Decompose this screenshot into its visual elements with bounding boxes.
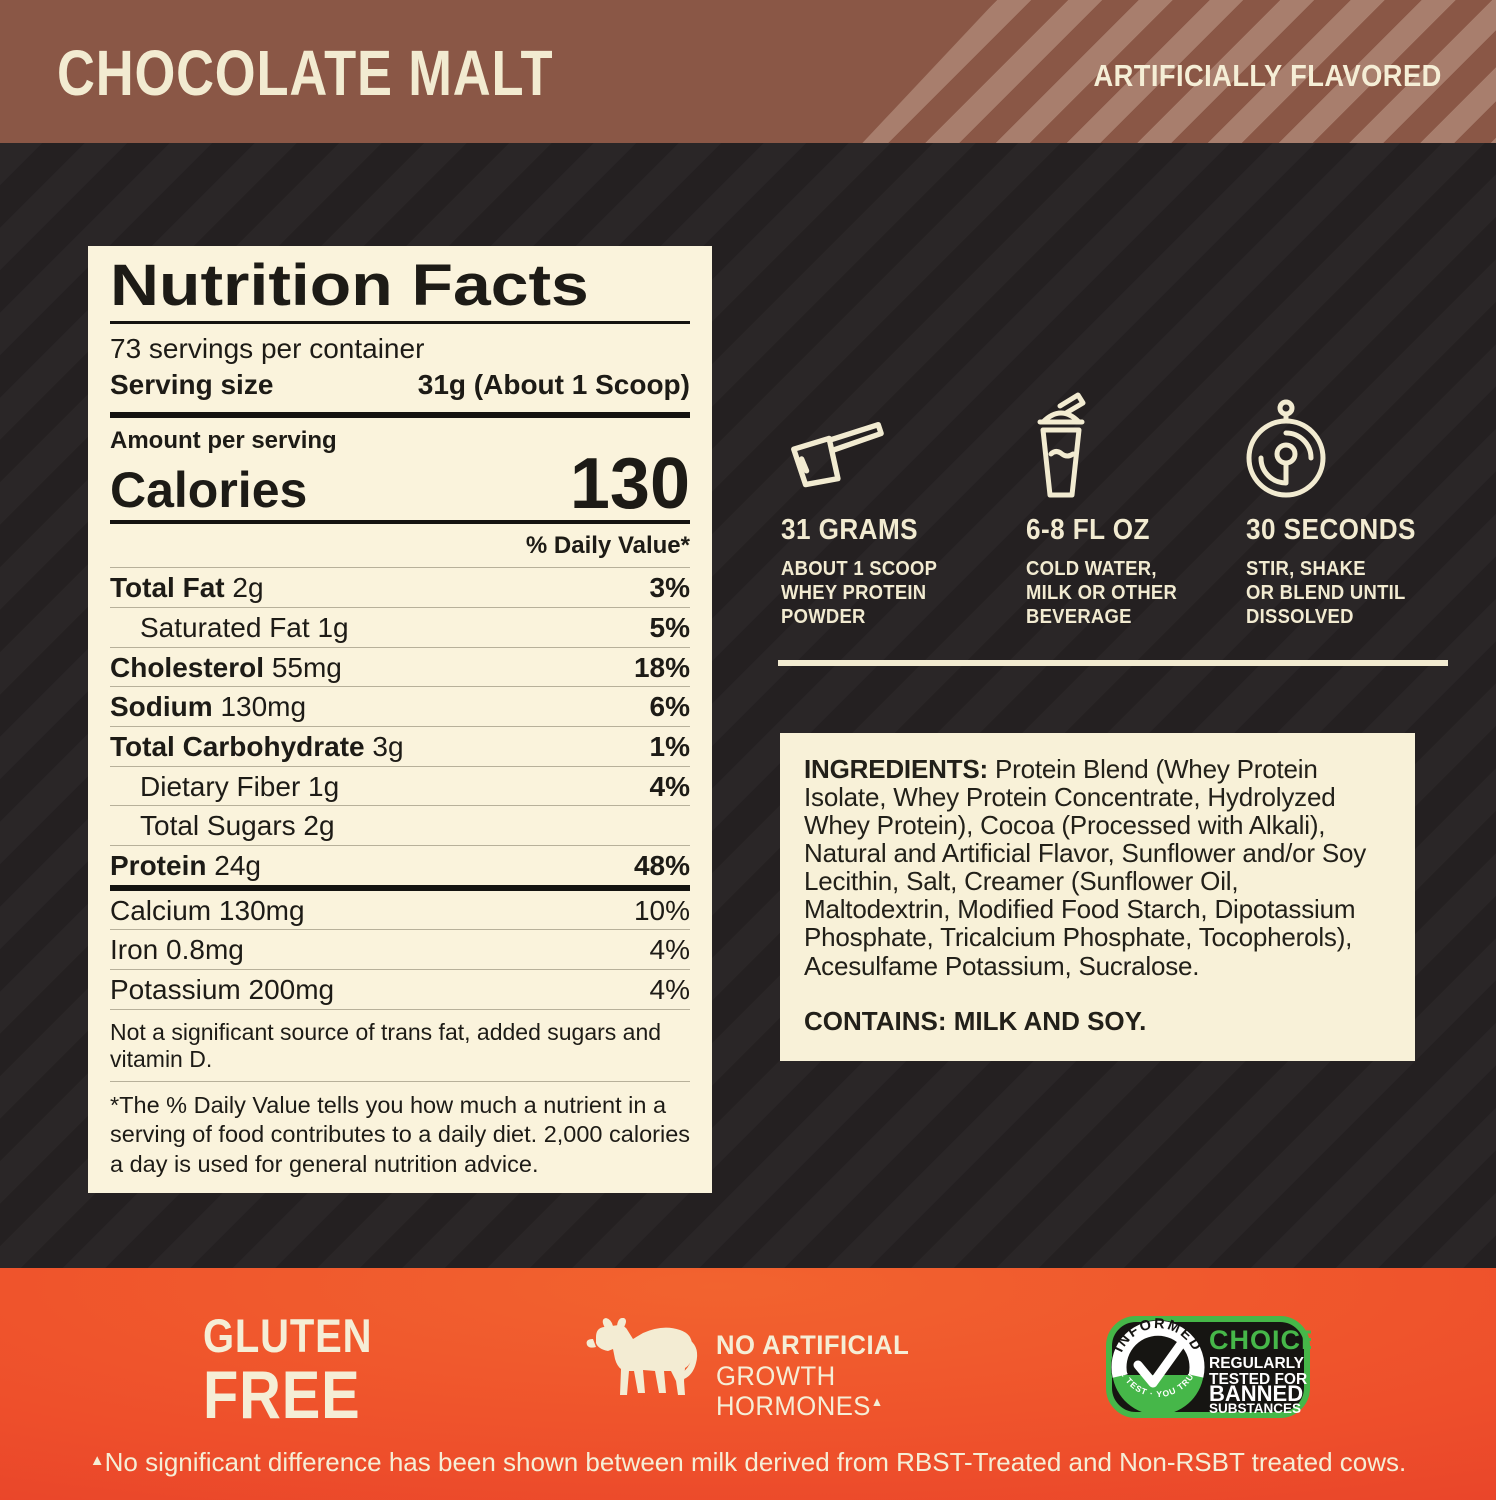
- nutrient-amount: 24g: [214, 849, 261, 881]
- ingredients-label: INGREDIENTS:: [804, 754, 988, 784]
- flavor-banner: CHOCOLATE MALT ARTIFICIALLY FLAVORED: [0, 0, 1496, 143]
- divider-bar: [110, 412, 690, 419]
- no-hormones-claim: NO ARTIFICIAL GROWTH HORMONES▲: [716, 1330, 909, 1422]
- scoop-icon: [781, 388, 1016, 500]
- nutrient-amount: 55mg: [271, 651, 342, 683]
- nutrient-amount: 0.8mg: [166, 934, 244, 966]
- ingredients-text: Protein Blend (Whey Protein Isolate, Whe…: [804, 754, 1367, 981]
- separator-line: [778, 660, 1448, 666]
- nutrient-row: Cholesterol 55mg 18%: [110, 648, 690, 688]
- nutrient-daily-value: 6%: [649, 691, 690, 723]
- direction-title: 31 GRAMS: [781, 514, 919, 546]
- nutrient-name: Potassium: [110, 973, 241, 1005]
- badge-line3: BANNED: [1209, 1381, 1303, 1406]
- nutrient-row: Total Fat 2g 3%: [110, 568, 690, 608]
- nutrient-rows: Total Fat 2g 3% Saturated Fat 1g 5% Chol…: [110, 568, 690, 1010]
- claims-band: GLUTEN FREE NO ARTIFICIAL GROWTH HORMONE…: [0, 1268, 1496, 1500]
- serving-size-row: Serving size 31g (About 1 Scoop): [110, 365, 690, 412]
- direction-scoop: 31 GRAMS ABOUT 1 SCOOP WHEY PROTEIN POWD…: [781, 388, 1016, 629]
- nutrient-amount: 2g: [232, 572, 264, 604]
- calories-row: Calories 130: [110, 444, 690, 525]
- badge-line2: TESTED FOR: [1209, 1371, 1307, 1388]
- divider-bar: [110, 520, 690, 525]
- informed-choice-badge: INFORMED WE TEST · YOU TRUST CHOICE REGU…: [1105, 1315, 1319, 1424]
- nutrient-daily-value: 4%: [649, 770, 690, 802]
- nutrient-row: Iron 0.8mg 4%: [110, 930, 690, 970]
- badge-line1: REGULARLY: [1209, 1355, 1305, 1372]
- label-body: Nutrition Facts 73 servings per containe…: [0, 143, 1496, 1268]
- choice-text: CHOICE: [1209, 1325, 1311, 1355]
- calories-label: Calories: [110, 461, 308, 518]
- nutrient-row: Total Sugars 2g: [110, 806, 690, 846]
- nutrient-daily-value: 48%: [633, 849, 690, 881]
- shaker-icon: [1026, 388, 1261, 500]
- direction-title: 6-8 FL OZ: [1026, 514, 1150, 546]
- nutrition-note: Not a significant source of trans fat, a…: [110, 1010, 690, 1082]
- direction-shaker: 6-8 FL OZ COLD WATER, MILK OR OTHER BEVE…: [1026, 388, 1261, 629]
- daily-value-footnote: *The % Daily Value tells you how much a …: [110, 1091, 691, 1177]
- nutrient-amount: 2g: [303, 810, 335, 842]
- nutrient-name: Dietary Fiber: [140, 770, 301, 802]
- gluten-free-line2: FREE: [203, 1357, 361, 1433]
- nutrient-daily-value: 18%: [633, 651, 690, 683]
- timer-icon: [1246, 388, 1481, 500]
- gluten-free-line1: GLUTEN: [203, 1309, 373, 1362]
- nutrient-amount: 1g: [308, 770, 340, 802]
- nutrient-daily-value: 10%: [633, 894, 690, 926]
- nutrient-name: Total Fat: [110, 572, 225, 604]
- cow-icon: [583, 1317, 701, 1405]
- flavor-name: CHOCOLATE MALT: [57, 37, 554, 109]
- allergen-statement: CONTAINS: MILK AND SOY.: [804, 1005, 1147, 1036]
- no-hormones-line3: HORMONES▲: [716, 1391, 884, 1421]
- serving-size-value: 31g (About 1 Scoop): [417, 369, 690, 401]
- nutrient-daily-value: 4%: [649, 973, 690, 1005]
- footnote-marker: ▲: [89, 1452, 105, 1469]
- amount-per-serving: Amount per serving: [110, 427, 337, 455]
- nutrient-row: Sodium 130mg 6%: [110, 687, 690, 727]
- nutrient-name: Iron: [110, 934, 159, 966]
- nutrient-row: Protein 24g 48%: [110, 846, 690, 891]
- direction-detail: STIR, SHAKE OR BLEND UNTIL DISSOLVED: [1246, 557, 1406, 628]
- serving-size-label: Serving size: [110, 369, 274, 401]
- nutrient-name: Total Sugars: [140, 810, 296, 842]
- calories-value: 130: [569, 444, 690, 525]
- nutrient-row: Potassium 200mg 4%: [110, 970, 690, 1010]
- nutrient-name: Sodium: [110, 691, 213, 723]
- nutrient-name: Calcium: [110, 894, 212, 926]
- nutrient-name: Protein: [110, 849, 207, 881]
- gluten-free-badge: GLUTEN FREE: [203, 1312, 372, 1429]
- nutrition-title: Nutrition Facts: [110, 256, 690, 325]
- nutrient-amount: 130mg: [218, 894, 305, 926]
- nutrient-amount: 130mg: [220, 691, 307, 723]
- nutrient-daily-value: 5%: [649, 611, 690, 643]
- daily-value-header: % Daily Value*: [110, 524, 690, 569]
- nutrient-daily-value: 4%: [649, 934, 690, 966]
- nutrient-row: Dietary Fiber 1g 4%: [110, 767, 690, 807]
- nutrient-row: Saturated Fat 1g 5%: [110, 608, 690, 648]
- flavor-note: ARTIFICIALLY FLAVORED: [1093, 58, 1442, 93]
- no-hormones-line2: GROWTH: [716, 1360, 836, 1391]
- rbst-footnote: ▲No significant difference has been show…: [89, 1447, 1407, 1477]
- footnote-marker: ▲: [870, 1394, 884, 1409]
- nutrient-name: Saturated Fat: [140, 611, 310, 643]
- nutrient-daily-value: 3%: [649, 572, 690, 604]
- nutrient-name: Cholesterol: [110, 651, 265, 683]
- badge-line4: SUBSTANCES: [1209, 1401, 1301, 1416]
- no-hormones-line1: NO ARTIFICIAL: [716, 1330, 910, 1360]
- direction-detail: COLD WATER, MILK OR OTHER BEVERAGE: [1026, 557, 1178, 628]
- servings-per-container: 73 servings per container: [110, 333, 425, 365]
- nutrient-amount: 3g: [372, 730, 404, 762]
- direction-title: 30 SECONDS: [1246, 514, 1416, 546]
- ingredients-box: INGREDIENTS: Protein Blend (Whey Protein…: [780, 733, 1415, 1061]
- direction-detail: ABOUT 1 SCOOP WHEY PROTEIN POWDER: [781, 557, 938, 628]
- nutrient-amount: 200mg: [248, 973, 335, 1005]
- nutrition-facts-panel: Nutrition Facts 73 servings per containe…: [88, 246, 712, 1194]
- direction-timer: 30 SECONDS STIR, SHAKE OR BLEND UNTIL DI…: [1246, 388, 1481, 629]
- nutrient-amount: 1g: [317, 611, 349, 643]
- nutrient-name: Total Carbohydrate: [110, 730, 365, 762]
- nutrient-daily-value: 1%: [649, 730, 690, 762]
- nutrient-row: Total Carbohydrate 3g 1%: [110, 727, 690, 767]
- nutrient-row: Calcium 130mg 10%: [110, 891, 690, 931]
